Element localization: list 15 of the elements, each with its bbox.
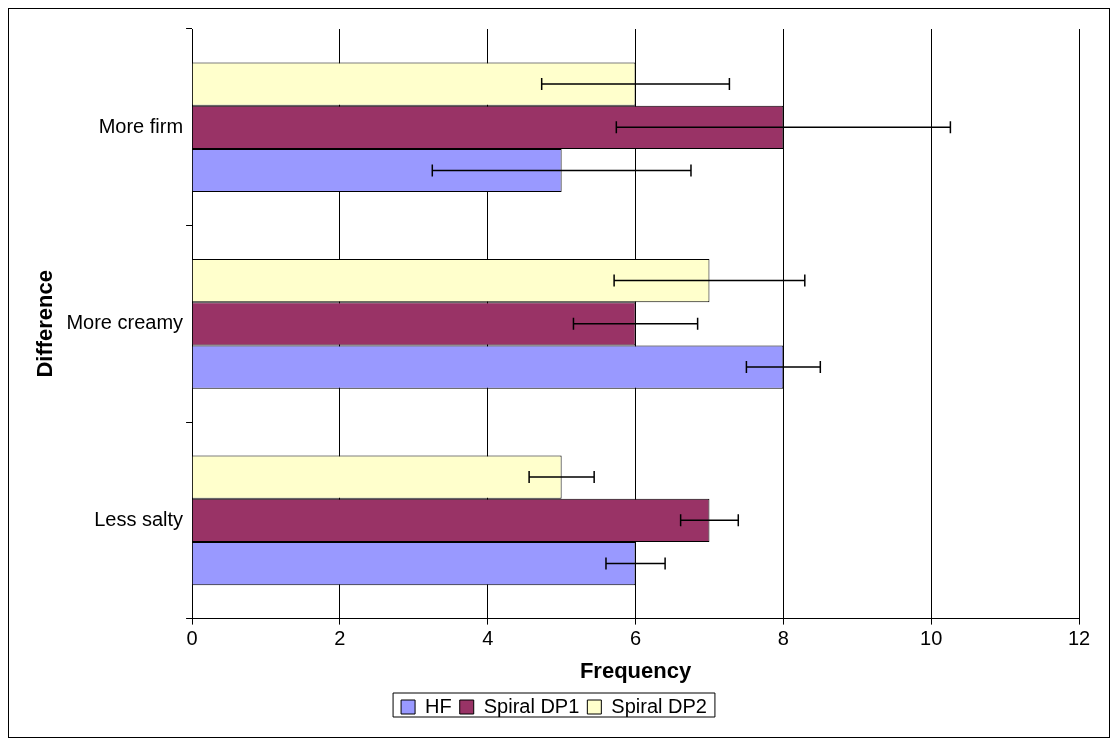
y-tick-label: Less salty	[94, 507, 184, 530]
x-axis-title: Frequency	[579, 657, 692, 683]
x-tick-label: 12	[1067, 627, 1091, 650]
x-tick-label: 4	[482, 627, 494, 650]
legend-label: Spiral DP2	[611, 694, 707, 717]
x-tick-label: 0	[186, 627, 198, 650]
legend-label: Spiral DP1	[483, 694, 580, 717]
y-tick-label: More creamy	[66, 311, 184, 334]
y-tick-label: More firm	[98, 114, 184, 137]
x-tick-label: 6	[629, 627, 642, 650]
y-axis-title: Difference	[32, 270, 58, 378]
x-tick-label: 8	[777, 627, 789, 650]
x-tick-label: 2	[334, 627, 346, 650]
x-tick-label: 10	[920, 627, 943, 650]
legend-label: HF	[425, 694, 452, 717]
